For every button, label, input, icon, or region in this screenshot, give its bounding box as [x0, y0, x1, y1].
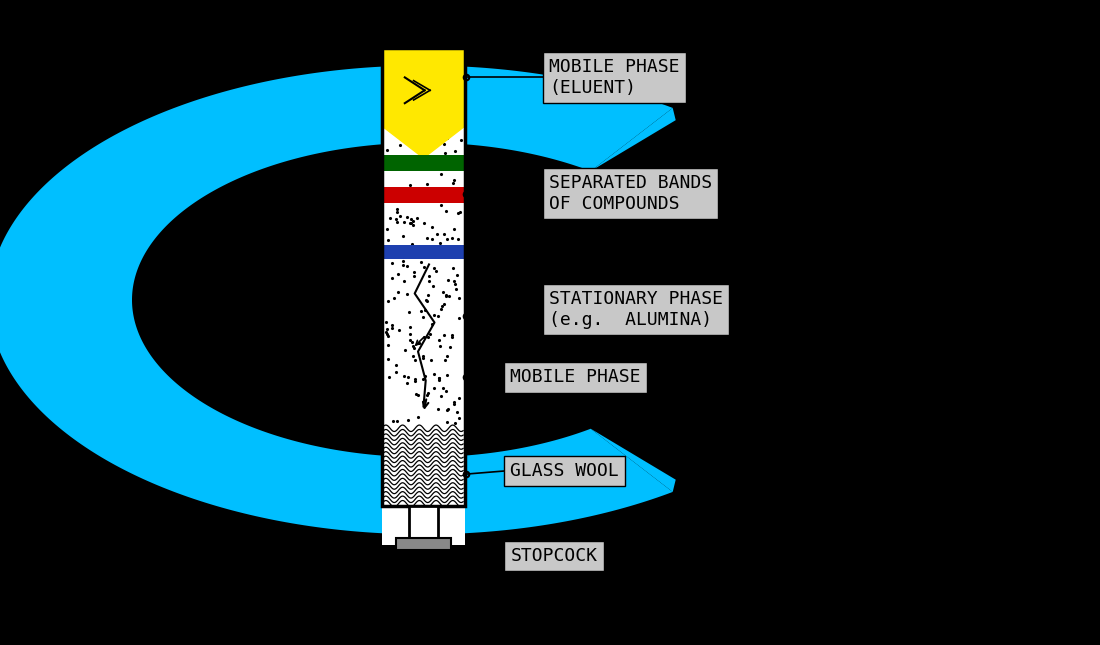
Polygon shape — [591, 108, 675, 171]
Text: STATIONARY PHASE
(e.g.  ALUMINA): STATIONARY PHASE (e.g. ALUMINA) — [549, 290, 723, 329]
Polygon shape — [382, 126, 465, 158]
Text: MOBILE PHASE: MOBILE PHASE — [510, 368, 641, 386]
Bar — [396, 538, 451, 550]
Bar — [382, 155, 465, 171]
Text: MOBILE PHASE
(ELUENT): MOBILE PHASE (ELUENT) — [549, 58, 680, 97]
Bar — [382, 426, 465, 506]
Bar — [382, 48, 465, 126]
Bar — [382, 48, 465, 545]
Text: SEPARATED BANDS
OF COMPOUNDS: SEPARATED BANDS OF COMPOUNDS — [549, 174, 712, 213]
Bar — [409, 506, 438, 545]
Bar — [382, 48, 465, 506]
Bar — [382, 187, 465, 203]
Text: STOPCOCK: STOPCOCK — [510, 547, 597, 565]
Bar — [382, 245, 465, 259]
Polygon shape — [0, 66, 673, 534]
Text: GLASS WOOL: GLASS WOOL — [510, 462, 619, 480]
Polygon shape — [591, 429, 675, 492]
